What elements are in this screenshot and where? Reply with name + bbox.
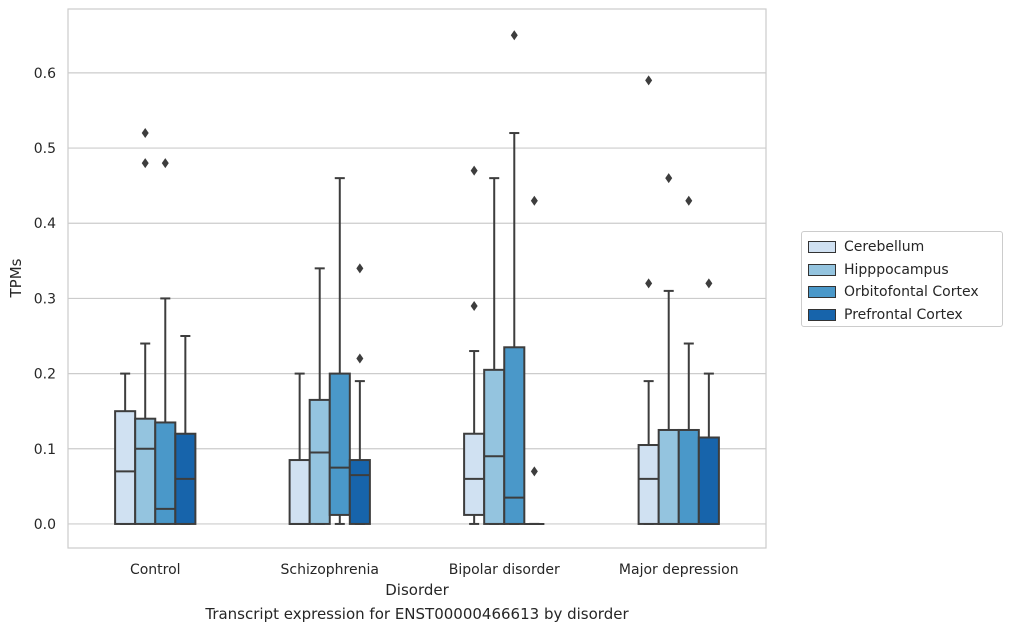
plot-area [114,30,720,525]
y-tick-label: 0.6 [34,66,56,82]
plot-frame [67,8,767,549]
y-tick-labels: 0.0 0.1 0.2 0.3 0.4 0.5 0.6 [34,66,56,533]
outlier-point [356,263,364,274]
x-tick-label: Control [130,562,181,578]
legend: Cerebellum Hipppocampus Orbitofontal Cor… [801,231,1003,327]
box-0-0 [114,372,137,525]
outlier-point [530,466,538,477]
outlier-point [705,278,713,289]
outlier-point [141,128,149,139]
box-3-3 [697,278,720,525]
outlier-point [685,195,693,206]
box-3-0 [174,335,197,525]
box-body [134,417,157,525]
legend-label-prefrontal-cortex: Prefrontal Cortex [844,306,963,323]
outlier-point [665,173,673,184]
box-body [503,346,526,525]
box-body [463,432,486,516]
box-0-1 [288,372,311,525]
box-0-3 [637,75,660,525]
x-tick-label: Major depression [619,562,739,578]
box-1-1 [308,267,331,525]
x-tick-label: Bipolar disorder [449,562,560,578]
outlier-point [645,278,653,289]
legend-item-orbitofrontal-cortex: Orbitofontal Cortex [808,281,1002,304]
y-tick-label: 0.1 [34,442,56,458]
box-2-2 [503,30,526,525]
y-tick-label: 0.5 [34,141,56,157]
box-body [288,459,311,525]
legend-item-hippocampus: Hipppocampus [808,259,1002,282]
x-axis-label: Disorder [385,581,449,599]
outlier-point [510,30,518,41]
y-tick-label: 0.2 [34,367,56,383]
box-body [657,428,680,525]
outlier-point [161,158,169,169]
legend-label-cerebellum: Cerebellum [844,239,925,256]
box-body [677,428,700,525]
outlier-point [356,353,364,364]
legend-swatch-cerebellum [808,241,836,254]
outlier-point [141,158,149,169]
outlier-point [645,75,653,86]
x-tick-label: Schizophrenia [281,562,379,578]
box-body [328,372,351,516]
box-1-2 [483,177,506,525]
box-3-1 [348,263,371,525]
box-body [348,459,371,525]
y-tick-label: 0.4 [34,216,56,232]
box-2-3 [677,195,700,525]
box-3-2 [524,195,545,525]
box-body [114,410,137,525]
legend-item-cerebellum: Cerebellum [808,236,1002,259]
outlier-point [530,195,538,206]
x-tick-labels: Control Schizophrenia Bipolar disorder Majo… [130,562,739,578]
legend-swatch-orbitofrontal-cortex [808,286,836,299]
box-body [483,368,506,525]
legend-label-orbitofrontal-cortex: Orbitofontal Cortex [844,284,979,301]
box-1-0 [134,128,157,525]
legend-swatch-hippocampus [808,263,836,276]
box-body [637,444,660,525]
box-body [308,398,331,525]
y-tick-label: 0.0 [34,517,56,533]
y-axis-label: TPMs [7,258,25,298]
chart-caption: Transcript expression for ENST0000046661… [205,605,629,623]
outlier-point [470,300,478,311]
legend-label-hippocampus: Hipppocampus [844,261,949,278]
box-2-0 [154,158,177,525]
box-body [697,436,720,525]
legend-swatch-prefrontal-cortex [808,308,836,321]
box-0-2 [463,165,486,525]
outlier-point [470,165,478,176]
box-1-3 [657,173,680,525]
y-tick-label: 0.3 [34,291,56,307]
box-2-1 [328,177,351,525]
legend-item-prefrontal-cortex: Prefrontal Cortex [808,304,1002,327]
